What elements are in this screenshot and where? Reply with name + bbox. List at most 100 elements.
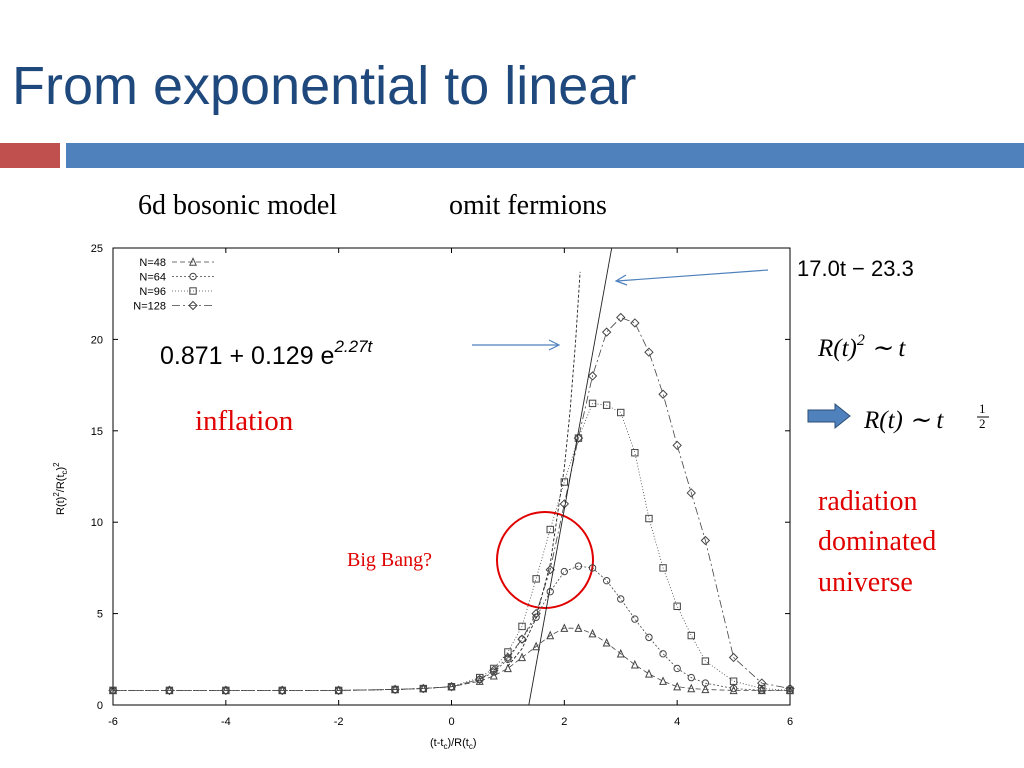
data-point: [490, 664, 498, 673]
data-point: [658, 389, 668, 399]
scaling-formula: R(t) ∼ t: [863, 407, 944, 434]
fit-formula: 0.871 + 0.129 e: [160, 342, 334, 370]
data-point: [333, 685, 344, 696]
x-tick-label: -2: [334, 716, 344, 728]
data-point: [672, 440, 682, 451]
y-tick-label: 20: [91, 334, 103, 346]
data-point: [588, 564, 597, 572]
data-point: [390, 684, 400, 695]
data-point: [659, 564, 667, 572]
data-point: [659, 676, 668, 685]
data-point: [546, 630, 555, 640]
data-point: [518, 652, 527, 662]
data-point: [729, 684, 738, 693]
data-point: [602, 637, 611, 647]
data-point: [686, 488, 696, 498]
formula-part: 1: [979, 401, 986, 416]
data-point: [645, 633, 653, 642]
data-point: [475, 674, 485, 685]
data-point: [588, 399, 597, 408]
data-point: [700, 535, 711, 546]
annotation: universe: [818, 567, 913, 598]
data-point: [616, 312, 626, 323]
label-part: c: [60, 470, 69, 474]
data-point: [687, 673, 695, 682]
data-point: [164, 685, 175, 696]
data-point: [701, 657, 710, 665]
fit-label: 17.0t − 23.3: [797, 256, 914, 281]
data-point: [108, 685, 118, 696]
label-part: c: [469, 742, 473, 751]
data-point: [758, 684, 766, 693]
series-line: [113, 402, 791, 691]
series-line: [113, 565, 790, 691]
formula-part: 2: [979, 416, 986, 431]
formula-part: ∼ t: [865, 335, 906, 362]
data-point: [560, 478, 569, 486]
data-point: [729, 685, 738, 695]
legend-label: N=64: [139, 272, 166, 284]
data-point: [546, 587, 554, 596]
data-point: [673, 664, 681, 673]
x-tick-label: 4: [674, 716, 680, 728]
legend-marker: [189, 257, 197, 266]
data-point: [601, 327, 612, 337]
data-point: [545, 565, 555, 575]
data-point: [418, 683, 428, 694]
fit-label: 0.871 + 0.129 e2.27t: [160, 337, 374, 370]
data-point: [503, 663, 512, 673]
header-bar: [66, 143, 1024, 168]
highlight-circle: [496, 511, 594, 609]
data-point: [687, 631, 695, 640]
data-point: [447, 683, 456, 691]
data-point: [489, 665, 499, 675]
y-tick-label: 10: [91, 517, 103, 529]
subtitle: 6d bosonic model: [138, 190, 337, 221]
legend-marker: [188, 300, 198, 311]
x-tick-label: -6: [108, 716, 118, 728]
label-part: R(t): [55, 497, 67, 515]
data-point: [616, 648, 625, 658]
label-part: ): [473, 737, 477, 749]
data-point: [729, 677, 738, 685]
data-point: [517, 634, 527, 644]
series-line: [113, 627, 790, 691]
legend-label: N=96: [139, 286, 166, 298]
data-point: [645, 514, 653, 523]
data-point: [532, 575, 540, 583]
y-tick-label: 5: [97, 609, 103, 621]
arrow: [616, 269, 769, 282]
data-point: [630, 318, 640, 328]
fit-line: [507, 271, 581, 667]
data-point: [573, 433, 584, 443]
data-point: [504, 655, 512, 663]
annotation: radiation: [818, 486, 918, 517]
x-tick-label: 6: [787, 716, 793, 728]
fit-exponent: 2.27t: [333, 337, 373, 356]
data-point: [701, 679, 710, 687]
data-point: [631, 449, 639, 457]
x-axis-label: (t-tc)/R(tc): [430, 737, 477, 751]
x-tick-label: -4: [221, 716, 231, 728]
label-part: ): [55, 467, 67, 471]
y-axis-label: R(t)2/R(tc)2: [52, 462, 69, 515]
data-point: [687, 683, 696, 693]
data-point: [446, 682, 457, 692]
data-point: [503, 652, 513, 663]
slide-title: From exponential to linear: [12, 56, 636, 116]
data-point: [574, 623, 583, 632]
x-tick-label: 0: [448, 716, 454, 728]
legend-label: N=128: [133, 301, 166, 313]
arrow-head: [548, 339, 561, 351]
label-part: c: [443, 742, 447, 751]
label-part: )/R(t: [447, 737, 468, 749]
data-point: [728, 652, 739, 663]
data-point: [644, 347, 654, 357]
data-point: [518, 635, 526, 643]
annotation: dominated: [818, 526, 936, 557]
data-point: [560, 567, 569, 576]
formula-part: 2: [857, 332, 865, 349]
accent-bar: [0, 143, 60, 168]
data-point: [659, 650, 667, 658]
